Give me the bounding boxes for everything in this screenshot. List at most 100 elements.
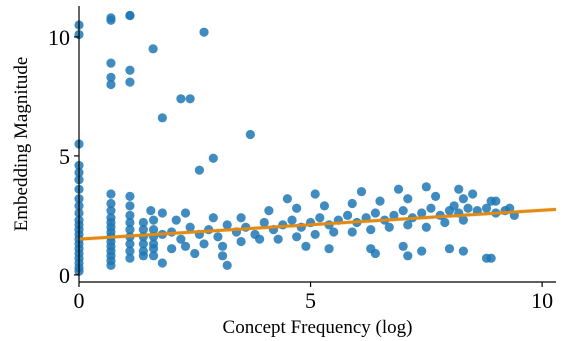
data-point	[310, 189, 320, 199]
data-point	[176, 234, 186, 244]
data-point	[255, 234, 265, 244]
data-point	[199, 239, 209, 249]
x-tick-label: 0	[74, 288, 85, 313]
data-point	[146, 206, 156, 216]
data-point	[486, 253, 496, 263]
data-point	[148, 215, 159, 225]
data-point	[106, 72, 116, 82]
data-point	[167, 244, 177, 254]
data-point	[217, 241, 228, 251]
data-point	[444, 244, 455, 254]
data-point	[273, 234, 283, 244]
data-point	[264, 206, 274, 216]
data-point	[180, 241, 191, 251]
data-point	[370, 248, 380, 259]
data-point	[236, 236, 246, 247]
data-point	[319, 201, 330, 211]
data-point	[356, 186, 367, 197]
data-point	[463, 203, 473, 213]
data-point	[421, 222, 431, 232]
data-point	[366, 225, 376, 235]
data-point	[148, 244, 159, 254]
data-point	[417, 246, 427, 256]
data-point	[440, 217, 450, 228]
x-axis-ticks: 0 5 10	[74, 282, 553, 313]
data-point	[421, 182, 431, 192]
data-point	[185, 94, 195, 104]
data-point	[403, 194, 413, 204]
data-point	[125, 217, 135, 228]
data-point	[426, 203, 436, 213]
x-tick-label: 5	[305, 288, 316, 313]
data-point	[125, 201, 135, 211]
data-point	[125, 65, 135, 75]
data-point	[106, 260, 116, 270]
data-point	[481, 203, 492, 213]
data-point	[217, 251, 228, 261]
data-point	[157, 208, 167, 218]
data-point	[106, 79, 116, 90]
data-point	[157, 113, 167, 123]
data-point	[208, 213, 218, 223]
data-point	[125, 77, 135, 87]
data-point	[245, 129, 255, 140]
data-point	[106, 189, 116, 199]
data-point	[125, 191, 135, 201]
data-point	[343, 210, 353, 220]
data-point	[458, 194, 468, 204]
data-point	[384, 222, 394, 232]
data-point	[148, 225, 159, 235]
data-point	[125, 246, 135, 256]
y-tick-label: 0	[59, 263, 70, 288]
plot-area	[74, 10, 557, 276]
data-point	[417, 208, 427, 218]
data-point	[491, 196, 501, 206]
data-point	[393, 184, 404, 194]
data-point	[454, 184, 464, 194]
data-point	[157, 258, 167, 268]
x-axis-label: Concept Frequency (log)	[223, 317, 413, 338]
y-axis-label: Embedding Magnitude	[11, 57, 32, 232]
data-point	[125, 253, 135, 263]
data-point	[458, 246, 468, 256]
data-point	[259, 217, 269, 228]
data-point	[125, 210, 135, 220]
data-point	[194, 165, 205, 175]
data-point	[310, 229, 320, 240]
data-point	[236, 213, 246, 223]
data-point	[222, 220, 232, 230]
data-point	[138, 217, 148, 228]
data-point	[282, 194, 292, 204]
data-point	[185, 222, 195, 232]
data-point	[190, 248, 200, 259]
data-point	[180, 208, 191, 218]
data-point	[329, 227, 339, 237]
data-point	[125, 10, 135, 21]
data-point	[125, 239, 135, 249]
data-point	[292, 203, 302, 213]
data-point	[403, 220, 413, 230]
x-tick-label: 10	[531, 288, 553, 313]
data-point	[403, 251, 413, 261]
data-point	[125, 225, 135, 235]
data-point	[398, 206, 408, 216]
data-point	[199, 27, 209, 37]
data-point	[138, 239, 148, 249]
y-tick-label: 10	[48, 25, 70, 50]
data-point	[208, 153, 218, 163]
y-axis-ticks: 0 5 10	[48, 25, 79, 288]
data-point	[106, 58, 116, 68]
data-point	[375, 196, 385, 206]
data-point	[458, 215, 468, 225]
data-point	[324, 244, 334, 254]
data-point	[505, 203, 515, 213]
data-point	[106, 13, 116, 23]
data-point	[213, 232, 223, 242]
data-point	[430, 191, 441, 201]
trend-line	[78, 207, 557, 241]
data-point	[138, 225, 148, 235]
data-point	[148, 44, 158, 54]
data-point	[370, 208, 380, 218]
data-point	[449, 201, 459, 211]
